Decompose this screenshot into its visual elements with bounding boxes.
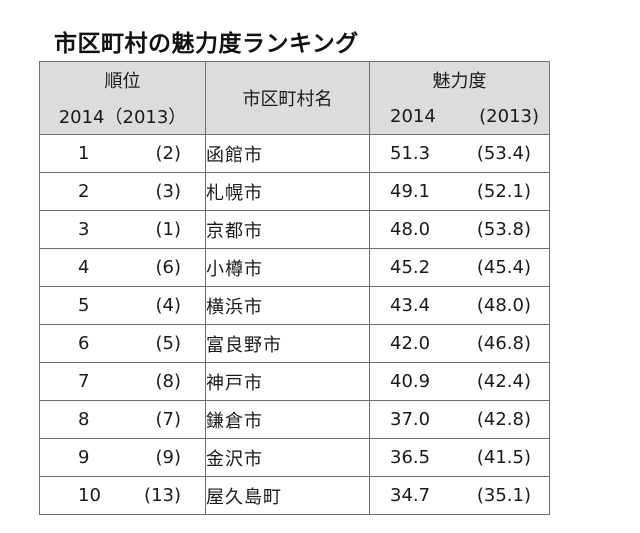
score-cell: 51.3 (53.4) [369,134,550,173]
score-cell: 36.5 (41.5) [369,438,550,477]
score-previous: (42.8) [476,409,531,430]
table-row: 2 (3) 札幌市 49.1 (52.1) [39,172,550,211]
score-current: 37.0 [390,409,431,430]
score-current: 51.3 [390,143,431,164]
rank-previous: (8) [155,371,182,392]
rank-cell: 8 (7) [39,400,206,439]
score-current: 36.5 [390,447,431,468]
header-city-label: 市区町村名 [205,61,370,135]
score-previous: (41.5) [476,447,531,468]
table-row: 3 (1) 京都市 48.0 (53.8) [39,210,550,249]
city-name: 札幌市 [205,172,370,211]
score-cell: 48.0 (53.8) [369,210,550,249]
rank-cell: 3 (1) [39,210,206,249]
city-name: 鎌倉市 [205,400,370,439]
rank-cell: 5 (4) [39,286,206,325]
rank-current: 1 [78,143,90,164]
score-current: 49.1 [390,181,431,202]
score-cell: 49.1 (52.1) [369,172,550,211]
rank-cell: 4 (6) [39,248,206,287]
score-cell: 40.9 (42.4) [369,362,550,401]
score-cell: 42.0 (46.8) [369,324,550,363]
header-rank-years: 2014（2013） [39,98,206,135]
table-row: 9 (9) 金沢市 36.5 (41.5) [39,438,550,477]
rank-previous: (1) [155,219,182,240]
rank-previous: (3) [155,181,182,202]
score-previous: (52.1) [476,181,531,202]
rank-previous: (6) [155,257,182,278]
city-name: 屋久島町 [205,476,370,515]
header-score-year-previous: (2013) [479,105,539,127]
city-name: 横浜市 [205,286,370,325]
score-previous: (45.4) [476,257,531,278]
score-previous: (42.4) [476,371,531,392]
rank-previous: (13) [144,485,181,506]
score-cell: 34.7 (35.1) [369,476,550,515]
header-score-year-current: 2014 [390,105,436,127]
table-row: 4 (6) 小樽市 45.2 (45.4) [39,248,550,287]
score-cell: 45.2 (45.4) [369,248,550,287]
score-current: 40.9 [390,371,431,392]
score-previous: (53.4) [476,143,531,164]
table-row: 1 (2) 函館市 51.3 (53.4) [39,134,550,173]
rank-current: 4 [78,257,90,278]
table-row: 5 (4) 横浜市 43.4 (48.0) [39,286,550,325]
page-title: 市区町村の魅力度ランキング [54,31,359,57]
score-cell: 43.4 (48.0) [369,286,550,325]
city-name: 京都市 [205,210,370,249]
city-name: 小樽市 [205,248,370,287]
rank-cell: 2 (3) [39,172,206,211]
rank-cell: 10 (13) [39,476,206,515]
ranking-table: 順位 市区町村名 魅力度 2014（2013） 2014 (2013) 1 (2)… [39,61,550,515]
rank-current: 9 [78,447,90,468]
rank-current: 8 [78,409,90,430]
rank-previous: (2) [155,143,182,164]
header-score-label: 魅力度 [369,61,550,98]
rank-previous: (9) [155,447,182,468]
header-rank-label: 順位 [39,61,206,98]
score-previous: (48.0) [476,295,531,316]
rank-previous: (4) [155,295,182,316]
rank-cell: 9 (9) [39,438,206,477]
rank-cell: 7 (8) [39,362,206,401]
rank-current: 10 [78,485,101,506]
score-previous: (35.1) [476,485,531,506]
city-name: 神戸市 [205,362,370,401]
rank-current: 5 [78,295,90,316]
rank-cell: 6 (5) [39,324,206,363]
rank-current: 6 [78,333,90,354]
header-rank-years-text: 2014（2013） [58,107,187,128]
city-name: 富良野市 [205,324,370,363]
score-current: 45.2 [390,257,431,278]
rank-current: 7 [78,371,90,392]
score-current: 48.0 [390,219,431,240]
rank-previous: (7) [155,409,182,430]
rank-previous: (5) [155,333,182,354]
score-cell: 37.0 (42.8) [369,400,550,439]
rank-current: 2 [78,181,90,202]
table-row: 8 (7) 鎌倉市 37.0 (42.8) [39,400,550,439]
city-name: 函館市 [205,134,370,173]
header-score-years: 2014 (2013) [369,98,550,135]
table-row: 6 (5) 富良野市 42.0 (46.8) [39,324,550,363]
rank-cell: 1 (2) [39,134,206,173]
score-previous: (46.8) [476,333,531,354]
table-row: 10 (13) 屋久島町 34.7 (35.1) [39,476,550,515]
score-current: 34.7 [390,485,431,506]
city-name: 金沢市 [205,438,370,477]
rank-current: 3 [78,219,90,240]
score-current: 42.0 [390,333,431,354]
ranking-rows: 1 (2) 函館市 51.3 (53.4) 2 (3) 札幌市 49.1 (52.1) 3 (1) 京都… [39,134,550,515]
score-previous: (53.8) [476,219,531,240]
table-row: 7 (8) 神戸市 40.9 (42.4) [39,362,550,401]
score-current: 43.4 [390,295,431,316]
